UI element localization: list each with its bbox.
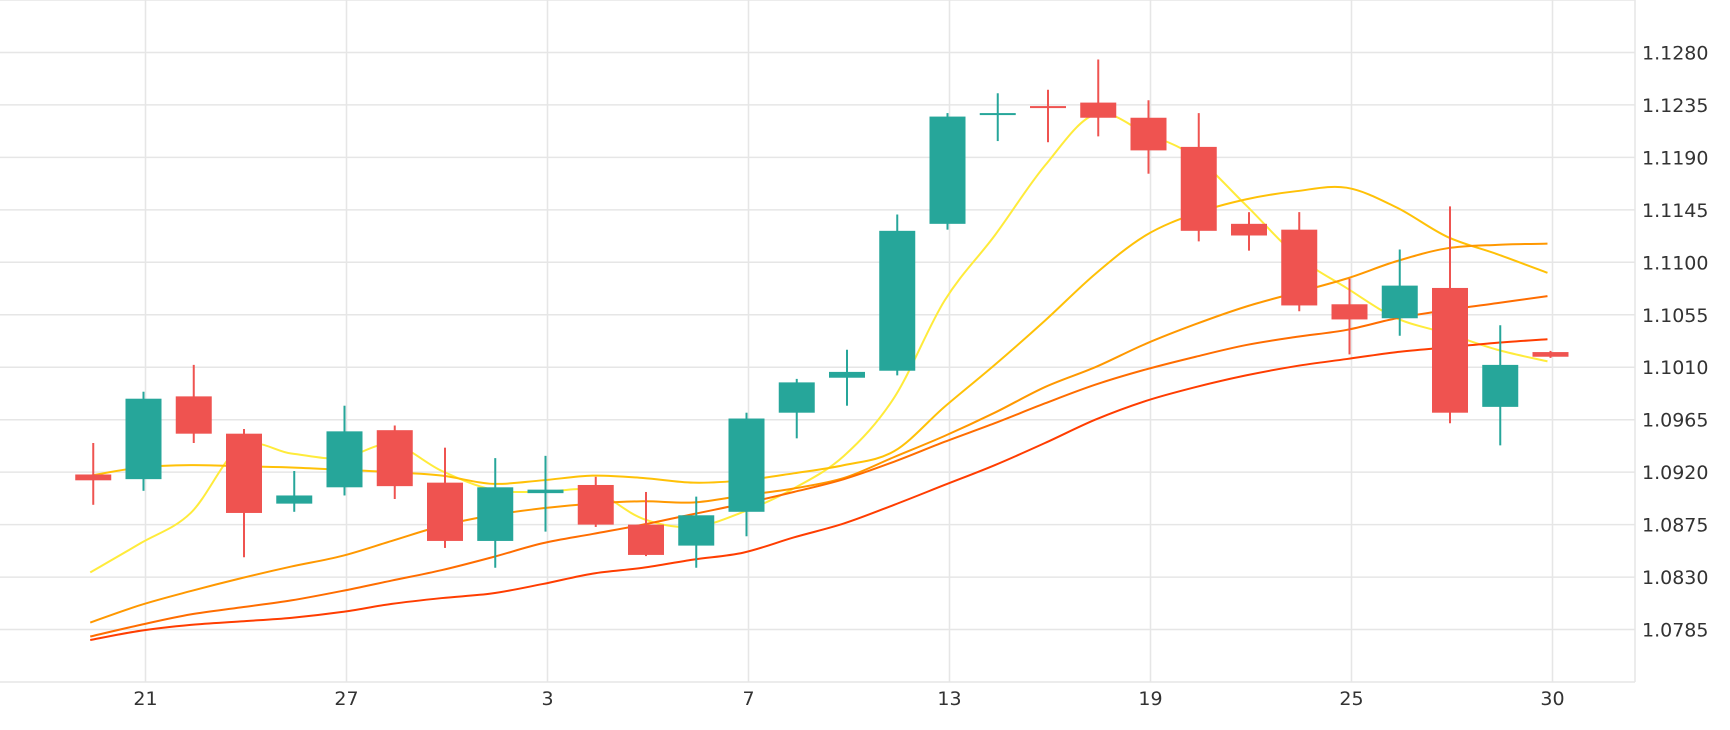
y-tick-label: 1.1190 (1642, 147, 1708, 169)
y-tick-label: 1.1145 (1642, 200, 1708, 222)
candle-body (1281, 229, 1318, 306)
candle-body (979, 113, 1016, 116)
candle-body (1432, 287, 1468, 413)
y-tick-label: 1.1010 (1642, 357, 1708, 379)
candle-body (778, 382, 815, 413)
candle-body (1532, 352, 1569, 357)
candle (577, 476, 614, 527)
candle (929, 113, 966, 230)
y-tick-label: 1.0830 (1642, 567, 1708, 589)
candle-body (678, 515, 715, 546)
candle (678, 496, 715, 568)
candle-body (326, 431, 363, 488)
candle (1331, 278, 1368, 355)
candle (728, 412, 765, 537)
axes (0, 0, 1636, 683)
candle-body (1180, 146, 1217, 231)
candle (979, 93, 1016, 142)
moving-average-line-4 (89, 295, 1548, 638)
candle-body (427, 482, 463, 541)
candle-body (728, 418, 765, 512)
moving-average-line-3 (89, 242, 1548, 624)
candle-body (1080, 102, 1117, 118)
x-tick-label: 21 (133, 688, 157, 710)
x-axis-tick-labels: 21 27 3 7 13 19 25 30 (133, 688, 1564, 710)
candle (477, 458, 514, 568)
y-tick-label: 1.0785 (1642, 620, 1708, 642)
moving-average-line-2 (90, 185, 1548, 485)
candle-body (376, 430, 413, 487)
candle (326, 405, 363, 496)
candle-body (1030, 106, 1066, 109)
candle-body (929, 116, 966, 224)
candle (1482, 325, 1519, 446)
candle (226, 429, 262, 558)
candle-body (276, 495, 313, 504)
candle-body (577, 484, 614, 525)
candle (1231, 212, 1267, 251)
y-tick-label: 1.0920 (1642, 462, 1708, 484)
moving-averages (89, 112, 1548, 642)
y-tick-label: 1.0875 (1642, 515, 1708, 537)
candle-body (527, 489, 564, 494)
x-tick-label: 3 (541, 688, 553, 710)
moving-average-line-5 (90, 338, 1548, 642)
candle-body (829, 371, 865, 378)
horizontal-grid (0, 0, 1635, 631)
candle (75, 443, 112, 505)
candle-body (226, 433, 262, 513)
candle-body (125, 398, 162, 480)
candle-body (1482, 364, 1519, 407)
candle (125, 391, 162, 491)
candle (1532, 350, 1569, 358)
candle-body (1231, 223, 1267, 236)
candle-body (75, 474, 112, 481)
candle-body (1130, 117, 1167, 151)
x-tick-label: 19 (1138, 688, 1162, 710)
x-tick-label: 30 (1540, 688, 1564, 710)
candle-body (879, 230, 916, 371)
candle (1080, 59, 1117, 137)
candle-body (628, 524, 664, 555)
y-tick-label: 1.0965 (1642, 410, 1708, 432)
x-tick-label: 7 (742, 688, 754, 710)
y-tick-label: 1.1055 (1642, 305, 1708, 327)
candle (778, 378, 815, 439)
candle (1432, 206, 1468, 424)
x-tick-label: 27 (334, 688, 358, 710)
candle (276, 470, 313, 512)
y-tick-label: 1.1280 (1642, 42, 1708, 64)
candle (1281, 212, 1318, 312)
candle-body (477, 487, 514, 541)
y-tick-label: 1.1100 (1642, 252, 1708, 274)
candle (527, 455, 564, 532)
candles (75, 59, 1569, 568)
candle-body (1381, 285, 1418, 319)
candle (1130, 100, 1167, 174)
y-tick-label: 1.1235 (1642, 95, 1708, 117)
candle (1030, 89, 1066, 143)
candle (628, 491, 664, 557)
candle (427, 447, 463, 548)
candle (376, 425, 413, 499)
candle (175, 364, 212, 444)
candle-body (1331, 304, 1368, 320)
y-axis-tick-labels: 1.0785 1.0830 1.0875 1.0920 1.0965 1.1010 1.10… (1642, 42, 1708, 641)
vertical-grid (144, 0, 1554, 682)
x-tick-label: 13 (937, 688, 961, 710)
candle (1180, 113, 1217, 242)
candle (879, 214, 916, 376)
x-tick-label: 25 (1339, 688, 1363, 710)
candle (829, 349, 865, 406)
candle-body (175, 396, 212, 434)
candle (1381, 249, 1418, 336)
